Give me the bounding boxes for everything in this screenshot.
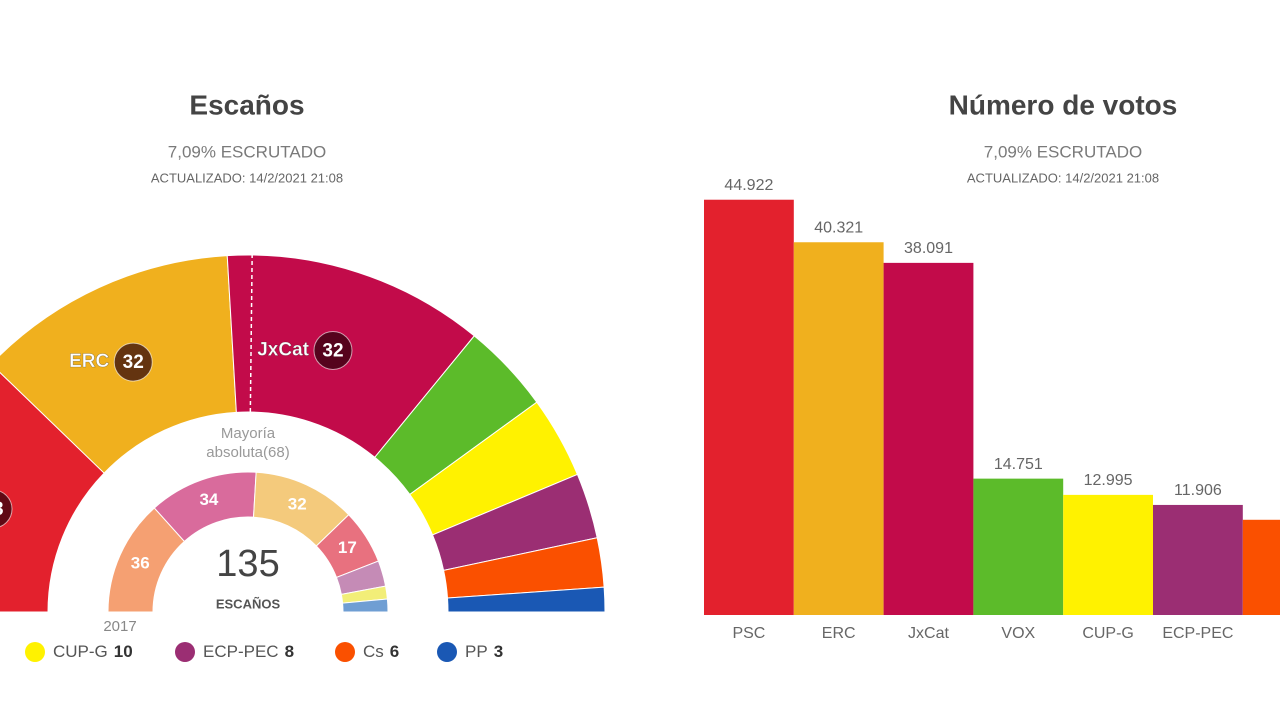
x-tick-label: JxCat xyxy=(908,625,949,642)
value-label: 12.995 xyxy=(1084,472,1133,489)
seat-count: 36 xyxy=(131,553,150,572)
legend-value: 8 xyxy=(285,642,294,661)
legend-item: PP 3 xyxy=(437,642,503,662)
seat-count: 32 xyxy=(288,494,307,513)
x-tick-label: PSC xyxy=(732,625,765,642)
bar xyxy=(793,242,884,615)
x-tick-label: CUP-G xyxy=(1082,625,1134,642)
bar xyxy=(704,199,794,615)
value-label: 44.922 xyxy=(724,177,773,194)
legend-item: ECP-PEC 8 xyxy=(175,642,294,662)
value-label: 14.751 xyxy=(994,456,1043,473)
legend-label: PP 3 xyxy=(465,642,503,661)
majority-label: Mayoría absoluta(68) xyxy=(206,425,289,461)
legend-swatch xyxy=(335,642,355,662)
legend-value: 6 xyxy=(390,642,399,661)
legend-value: 10 xyxy=(114,642,133,661)
bar xyxy=(1063,494,1153,615)
legend-name: CUP-G xyxy=(53,642,108,661)
x-tick-label: VOX xyxy=(1001,625,1035,642)
segment-label: JxCat 32 xyxy=(257,330,353,370)
updated: ACTUALIZADO: 14/2/2021 21:08 xyxy=(967,170,1159,185)
value-label: 38.091 xyxy=(904,240,953,257)
chart-title: Número de votos xyxy=(949,89,1178,120)
chart-subtitle: 7,09% ESCRUTADO xyxy=(168,142,326,161)
legend-label: ECP-PEC 8 xyxy=(203,642,294,661)
seat-count: 33 xyxy=(0,499,4,520)
legend-name: ECP-PEC xyxy=(203,642,279,661)
legend-label: CUP-G 10 xyxy=(53,642,133,661)
legend-swatch xyxy=(25,642,45,662)
party-name: JxCat xyxy=(257,339,309,360)
seat-segment xyxy=(0,371,105,613)
total: 135 xyxy=(216,543,279,585)
previous-label: 2017 xyxy=(103,618,136,635)
segment-label: ERC 32 xyxy=(69,342,153,382)
value-label: 40.321 xyxy=(814,219,863,236)
seat-count: 17 xyxy=(338,538,357,557)
legend-label: Cs 6 xyxy=(363,642,399,661)
seat-count: 32 xyxy=(123,352,144,373)
seat-segment xyxy=(342,598,389,613)
x-tick-label: ERC xyxy=(822,625,856,642)
legend-item: Cs 6 xyxy=(335,642,399,662)
badge xyxy=(113,342,153,382)
updated: ACTUALIZADO: 14/2/2021 21:08 xyxy=(151,170,343,185)
bar xyxy=(973,478,1064,615)
legend-item: CUP-G 10 xyxy=(25,642,133,662)
majority-line xyxy=(249,255,253,413)
legend-swatch xyxy=(175,642,195,662)
value-label: 11.906 xyxy=(1174,482,1222,499)
legend-value: 3 xyxy=(494,642,503,661)
legend-name: Cs xyxy=(363,642,384,661)
legend-swatch xyxy=(437,642,457,662)
seat-count: 32 xyxy=(322,340,343,361)
party-name: ERC xyxy=(69,351,109,372)
seat-count: 34 xyxy=(199,490,218,509)
bar xyxy=(1242,519,1280,615)
majority-word: absoluta(68) xyxy=(206,444,289,461)
chart-subtitle: 7,09% ESCRUTADO xyxy=(984,142,1142,161)
badge xyxy=(0,490,13,528)
badge xyxy=(313,330,353,370)
legend-name: PP xyxy=(465,642,488,661)
x-tick-label: ECP-PEC xyxy=(1162,625,1233,642)
chart-title: Escaños xyxy=(189,89,304,120)
bar xyxy=(1153,504,1243,615)
majority-word: Mayoría xyxy=(221,425,276,442)
segment-label: PSC33 xyxy=(0,490,13,528)
seat-segment xyxy=(446,586,606,613)
bar xyxy=(883,262,974,615)
total-label: ESCAÑOS xyxy=(216,596,281,611)
